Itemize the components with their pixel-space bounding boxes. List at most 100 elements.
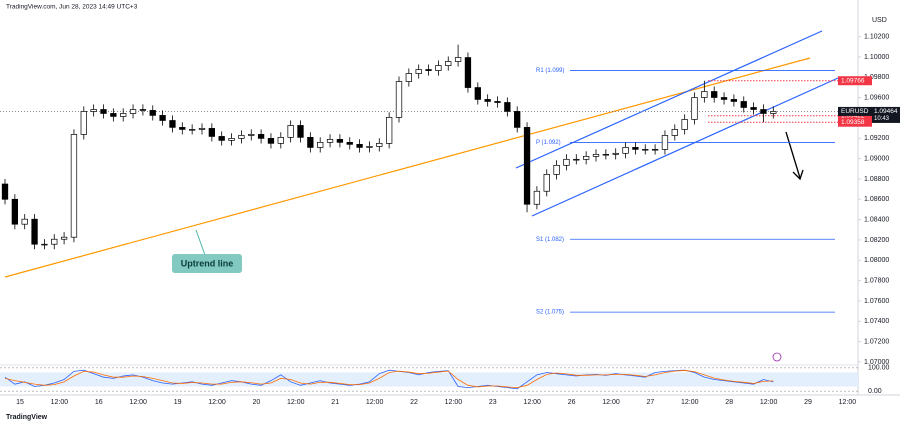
oscillator-band <box>0 372 858 387</box>
x-tick-label: 12:00 <box>839 399 857 406</box>
oscillator-line <box>4 370 774 389</box>
candle-body <box>139 109 147 111</box>
candle-body <box>632 147 639 150</box>
x-tick-label: 19 <box>174 399 182 406</box>
candle-body <box>248 134 255 136</box>
y-tick-label: 1.07200 <box>864 338 889 345</box>
candle-body <box>425 69 432 71</box>
candle-body <box>642 149 649 151</box>
candle-body <box>651 149 659 151</box>
x-tick-label: 12:00 <box>129 399 147 406</box>
x-tick-label: 16 <box>95 399 103 406</box>
candle-body <box>208 128 216 137</box>
candle-body <box>179 127 186 130</box>
candle-body <box>573 158 580 161</box>
candle-body <box>366 146 373 148</box>
currency: USD <box>872 17 887 24</box>
candle-body <box>41 243 48 246</box>
candle-body <box>415 69 422 74</box>
candle-body <box>405 73 412 82</box>
x-tick-label: 23 <box>489 399 497 406</box>
candle-body <box>504 102 511 112</box>
footer-logo: TradingView <box>6 414 48 421</box>
symbol-box <box>838 106 872 116</box>
candle-body <box>218 136 225 141</box>
event-icon[interactable] <box>772 352 782 362</box>
x-tick-label: 12:00 <box>366 399 384 406</box>
candle-body <box>277 137 284 144</box>
candle-body <box>701 91 708 98</box>
candle-body <box>602 153 609 156</box>
candle-body <box>514 111 521 128</box>
candle-body <box>31 218 38 245</box>
price-label-box <box>838 76 872 86</box>
candle-body <box>760 109 767 114</box>
candle-body <box>661 135 669 150</box>
x-tick-label: 27 <box>647 399 655 406</box>
candle-body <box>70 134 78 238</box>
candle-body <box>120 113 127 117</box>
candle-body <box>454 57 462 62</box>
y-tick-label: 1.07000 <box>864 359 889 366</box>
x-tick-label: 20 <box>253 399 261 406</box>
candle-body <box>582 156 590 160</box>
x-tick-label: 26 <box>568 399 576 406</box>
candle-body <box>740 101 747 108</box>
candle-body <box>198 128 206 130</box>
candle-body <box>395 81 403 118</box>
candle-body <box>60 236 68 240</box>
countdown-label: 10:43 <box>874 116 890 122</box>
oscillator-tick-label: 100.00 <box>868 365 890 372</box>
candle-body <box>317 141 324 148</box>
x-tick-label: 12:00 <box>523 399 541 406</box>
y-tick-label: 1.08400 <box>864 216 889 223</box>
candle-body <box>720 97 728 100</box>
candle-body <box>622 147 629 154</box>
x-tick-label: 28 <box>725 399 733 406</box>
y-tick-label: 1.08600 <box>864 196 889 203</box>
candle-body <box>346 141 353 145</box>
candle-body <box>533 190 541 205</box>
candles <box>1 44 777 250</box>
last-price-box <box>872 106 900 123</box>
y-tick-label: 1.10200 <box>864 33 889 40</box>
x-tick-label: 22 <box>410 399 418 406</box>
price-label: 1.09766 <box>841 77 865 84</box>
candle-body <box>169 120 176 128</box>
pivot-label: S1 (1.082) <box>536 237 564 243</box>
arrow-head <box>792 169 804 181</box>
y-tick-label: 1.09800 <box>864 74 889 81</box>
y-tick-label: 1.08800 <box>864 176 889 183</box>
annotation-box <box>172 254 242 273</box>
candle-body <box>730 99 738 102</box>
price-label-box <box>838 117 872 127</box>
y-tick-label: 1.07800 <box>864 277 889 284</box>
candle-body <box>435 65 442 71</box>
candle-body <box>90 109 97 112</box>
candle-body <box>770 111 777 114</box>
candle-body <box>228 138 235 141</box>
candle-body <box>386 117 393 144</box>
x-tick-label: 12:00 <box>760 399 778 406</box>
candle-body <box>267 138 275 144</box>
candle-body <box>592 153 600 157</box>
y-tick-label: 1.10000 <box>864 54 889 61</box>
y-tick-label: 1.09200 <box>864 135 889 142</box>
candle-body <box>80 111 87 135</box>
candle-body <box>297 125 304 138</box>
candle-body <box>307 137 314 148</box>
candle-body <box>376 143 383 147</box>
pivot-label: R1 (1.099) <box>536 68 564 74</box>
candle-body <box>110 113 117 117</box>
candle-body <box>750 107 757 110</box>
x-tick-label: 12:00 <box>445 399 463 406</box>
candle-body <box>356 144 363 148</box>
candle-body <box>51 238 58 245</box>
x-tick-label: 12:00 <box>208 399 226 406</box>
header: TradingView.com, Jun 28, 2023 14:49 UTC+… <box>6 4 138 11</box>
candle-body <box>612 152 619 155</box>
pivot-label: P (1.092) <box>536 140 561 146</box>
x-tick-label: 29 <box>804 399 812 406</box>
x-tick-label: 12:00 <box>51 399 69 406</box>
oscillator-tick-label: 0.00 <box>868 388 882 395</box>
